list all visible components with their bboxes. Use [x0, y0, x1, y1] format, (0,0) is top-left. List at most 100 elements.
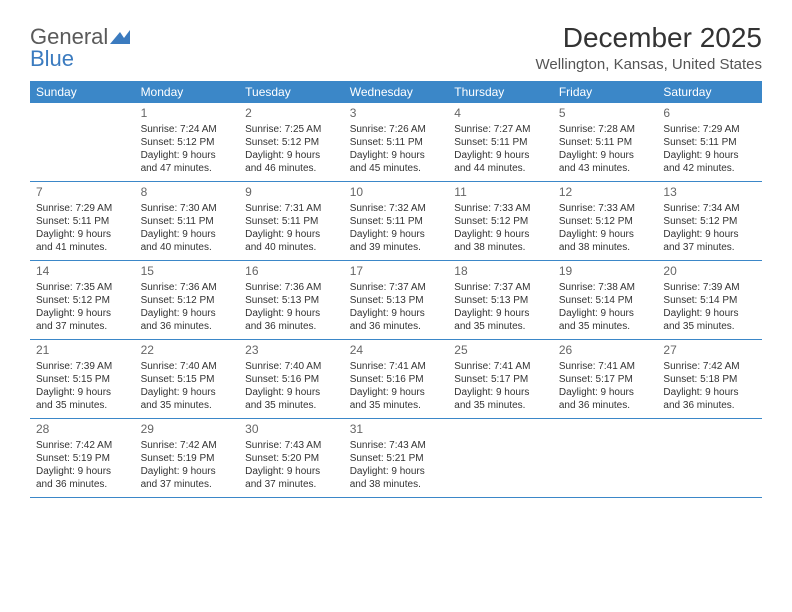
sunset-text: Sunset: 5:14 PM [663, 294, 756, 307]
sunset-text: Sunset: 5:12 PM [141, 136, 234, 149]
daylight-text: and 47 minutes. [141, 162, 234, 175]
day-number: 18 [454, 264, 547, 280]
sunrise-text: Sunrise: 7:39 AM [663, 281, 756, 294]
daylight-text: and 35 minutes. [141, 399, 234, 412]
daylight-text: Daylight: 9 hours [663, 228, 756, 241]
sunset-text: Sunset: 5:12 PM [454, 215, 547, 228]
sunset-text: Sunset: 5:19 PM [141, 452, 234, 465]
sunset-text: Sunset: 5:11 PM [350, 215, 443, 228]
day-number: 7 [36, 185, 129, 201]
day-header-cell: Monday [135, 81, 240, 103]
sunset-text: Sunset: 5:15 PM [141, 373, 234, 386]
sunset-text: Sunset: 5:21 PM [350, 452, 443, 465]
daylight-text: Daylight: 9 hours [141, 149, 234, 162]
sunrise-text: Sunrise: 7:30 AM [141, 202, 234, 215]
weeks-container: 1Sunrise: 7:24 AMSunset: 5:12 PMDaylight… [30, 103, 762, 498]
sunset-text: Sunset: 5:17 PM [559, 373, 652, 386]
day-cell: 5Sunrise: 7:28 AMSunset: 5:11 PMDaylight… [553, 103, 658, 181]
day-number: 10 [350, 185, 443, 201]
daylight-text: Daylight: 9 hours [454, 149, 547, 162]
sunset-text: Sunset: 5:11 PM [245, 215, 338, 228]
day-number: 19 [559, 264, 652, 280]
sunrise-text: Sunrise: 7:39 AM [36, 360, 129, 373]
header: General Blue December 2025 Wellington, K… [30, 22, 762, 73]
daylight-text: and 35 minutes. [36, 399, 129, 412]
sunset-text: Sunset: 5:11 PM [663, 136, 756, 149]
day-number: 20 [663, 264, 756, 280]
sunset-text: Sunset: 5:20 PM [245, 452, 338, 465]
daylight-text: Daylight: 9 hours [141, 307, 234, 320]
daylight-text: Daylight: 9 hours [245, 228, 338, 241]
day-cell: 9Sunrise: 7:31 AMSunset: 5:11 PMDaylight… [239, 182, 344, 260]
daylight-text: and 35 minutes. [454, 320, 547, 333]
sunrise-text: Sunrise: 7:33 AM [559, 202, 652, 215]
daylight-text: and 38 minutes. [350, 478, 443, 491]
day-number: 8 [141, 185, 234, 201]
day-number: 11 [454, 185, 547, 201]
daylight-text: Daylight: 9 hours [559, 149, 652, 162]
daylight-text: Daylight: 9 hours [350, 465, 443, 478]
sunrise-text: Sunrise: 7:41 AM [559, 360, 652, 373]
day-number: 14 [36, 264, 129, 280]
daylight-text: and 38 minutes. [454, 241, 547, 254]
day-number: 21 [36, 343, 129, 359]
sunset-text: Sunset: 5:17 PM [454, 373, 547, 386]
day-number: 17 [350, 264, 443, 280]
day-cell: 13Sunrise: 7:34 AMSunset: 5:12 PMDayligh… [657, 182, 762, 260]
sunrise-text: Sunrise: 7:24 AM [141, 123, 234, 136]
day-cell: 14Sunrise: 7:35 AMSunset: 5:12 PMDayligh… [30, 261, 135, 339]
daylight-text: Daylight: 9 hours [141, 465, 234, 478]
day-cell: 27Sunrise: 7:42 AMSunset: 5:18 PMDayligh… [657, 340, 762, 418]
daylight-text: and 35 minutes. [663, 320, 756, 333]
daylight-text: and 37 minutes. [245, 478, 338, 491]
location: Wellington, Kansas, United States [535, 56, 762, 73]
day-number: 6 [663, 106, 756, 122]
sunrise-text: Sunrise: 7:26 AM [350, 123, 443, 136]
sunset-text: Sunset: 5:11 PM [454, 136, 547, 149]
day-cell: 7Sunrise: 7:29 AMSunset: 5:11 PMDaylight… [30, 182, 135, 260]
daylight-text: and 35 minutes. [350, 399, 443, 412]
week-row: 7Sunrise: 7:29 AMSunset: 5:11 PMDaylight… [30, 182, 762, 261]
day-cell: 3Sunrise: 7:26 AMSunset: 5:11 PMDaylight… [344, 103, 449, 181]
daylight-text: and 39 minutes. [350, 241, 443, 254]
day-cell: 15Sunrise: 7:36 AMSunset: 5:12 PMDayligh… [135, 261, 240, 339]
sunrise-text: Sunrise: 7:38 AM [559, 281, 652, 294]
day-number: 23 [245, 343, 338, 359]
sunrise-text: Sunrise: 7:29 AM [663, 123, 756, 136]
day-number: 27 [663, 343, 756, 359]
day-cell: 19Sunrise: 7:38 AMSunset: 5:14 PMDayligh… [553, 261, 658, 339]
daylight-text: Daylight: 9 hours [36, 228, 129, 241]
week-row: 21Sunrise: 7:39 AM Sunset: 5:15 PM Dayligh… [30, 340, 762, 419]
calendar-table: SundayMondayTuesdayWednesdayThursdayFrid… [30, 81, 762, 498]
daylight-text: and 44 minutes. [454, 162, 547, 175]
daylight-text: Daylight: 9 hours [350, 386, 443, 399]
daylight-text: Daylight: 9 hours [663, 149, 756, 162]
day-header-cell: Wednesday [344, 81, 449, 103]
sunrise-text: Sunrise: 7:43 AM [245, 439, 338, 452]
sunset-text: Sunset: 5:11 PM [141, 215, 234, 228]
daylight-text: and 37 minutes. [36, 320, 129, 333]
day-number: 26 [559, 343, 652, 359]
daylight-text: and 37 minutes. [141, 478, 234, 491]
day-cell: 8Sunrise: 7:30 AMSunset: 5:11 PMDaylight… [135, 182, 240, 260]
day-number: 30 [245, 422, 338, 438]
daylight-text: and 36 minutes. [559, 399, 652, 412]
day-cell: 6Sunrise: 7:29 AMSunset: 5:11 PMDaylight… [657, 103, 762, 181]
day-header-cell: Sunday [30, 81, 135, 103]
daylight-text: and 43 minutes. [559, 162, 652, 175]
logo: General Blue [30, 26, 130, 70]
daylight-text: and 40 minutes. [141, 241, 234, 254]
day-number: 22 [141, 343, 234, 359]
sunset-text: Sunset: 5:14 PM [559, 294, 652, 307]
day-number: 2 [245, 106, 338, 122]
day-header-cell: Saturday [657, 81, 762, 103]
day-cell: 28Sunrise: 7:42 AMSunset: 5:19 PMDayligh… [30, 419, 135, 497]
day-cell: 22Sunrise: 7:40 AMSunset: 5:15 PMDayligh… [135, 340, 240, 418]
week-row: 28Sunrise: 7:42 AMSunset: 5:19 PMDayligh… [30, 419, 762, 498]
daylight-text: Daylight: 9 hours [350, 149, 443, 162]
sunset-text: Sunset: 5:11 PM [36, 215, 129, 228]
day-cell: 10Sunrise: 7:32 AMSunset: 5:11 PMDayligh… [344, 182, 449, 260]
week-row: 1Sunrise: 7:24 AMSunset: 5:12 PMDaylight… [30, 103, 762, 182]
day-cell: 11Sunrise: 7:33 AMSunset: 5:12 PMDayligh… [448, 182, 553, 260]
daylight-text: Daylight: 9 hours [245, 386, 338, 399]
